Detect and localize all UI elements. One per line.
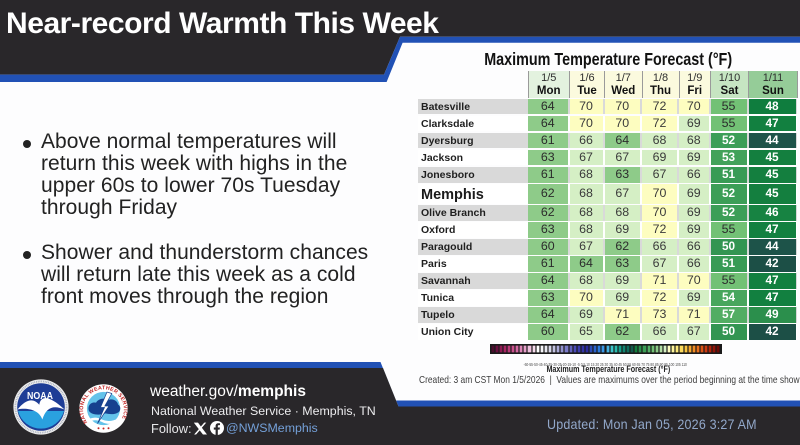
svg-text:NOAA: NOAA: [27, 391, 53, 403]
